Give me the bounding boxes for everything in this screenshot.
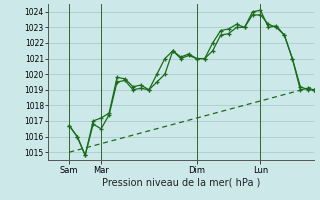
X-axis label: Pression niveau de la mer( hPa ): Pression niveau de la mer( hPa ) [102, 177, 260, 187]
